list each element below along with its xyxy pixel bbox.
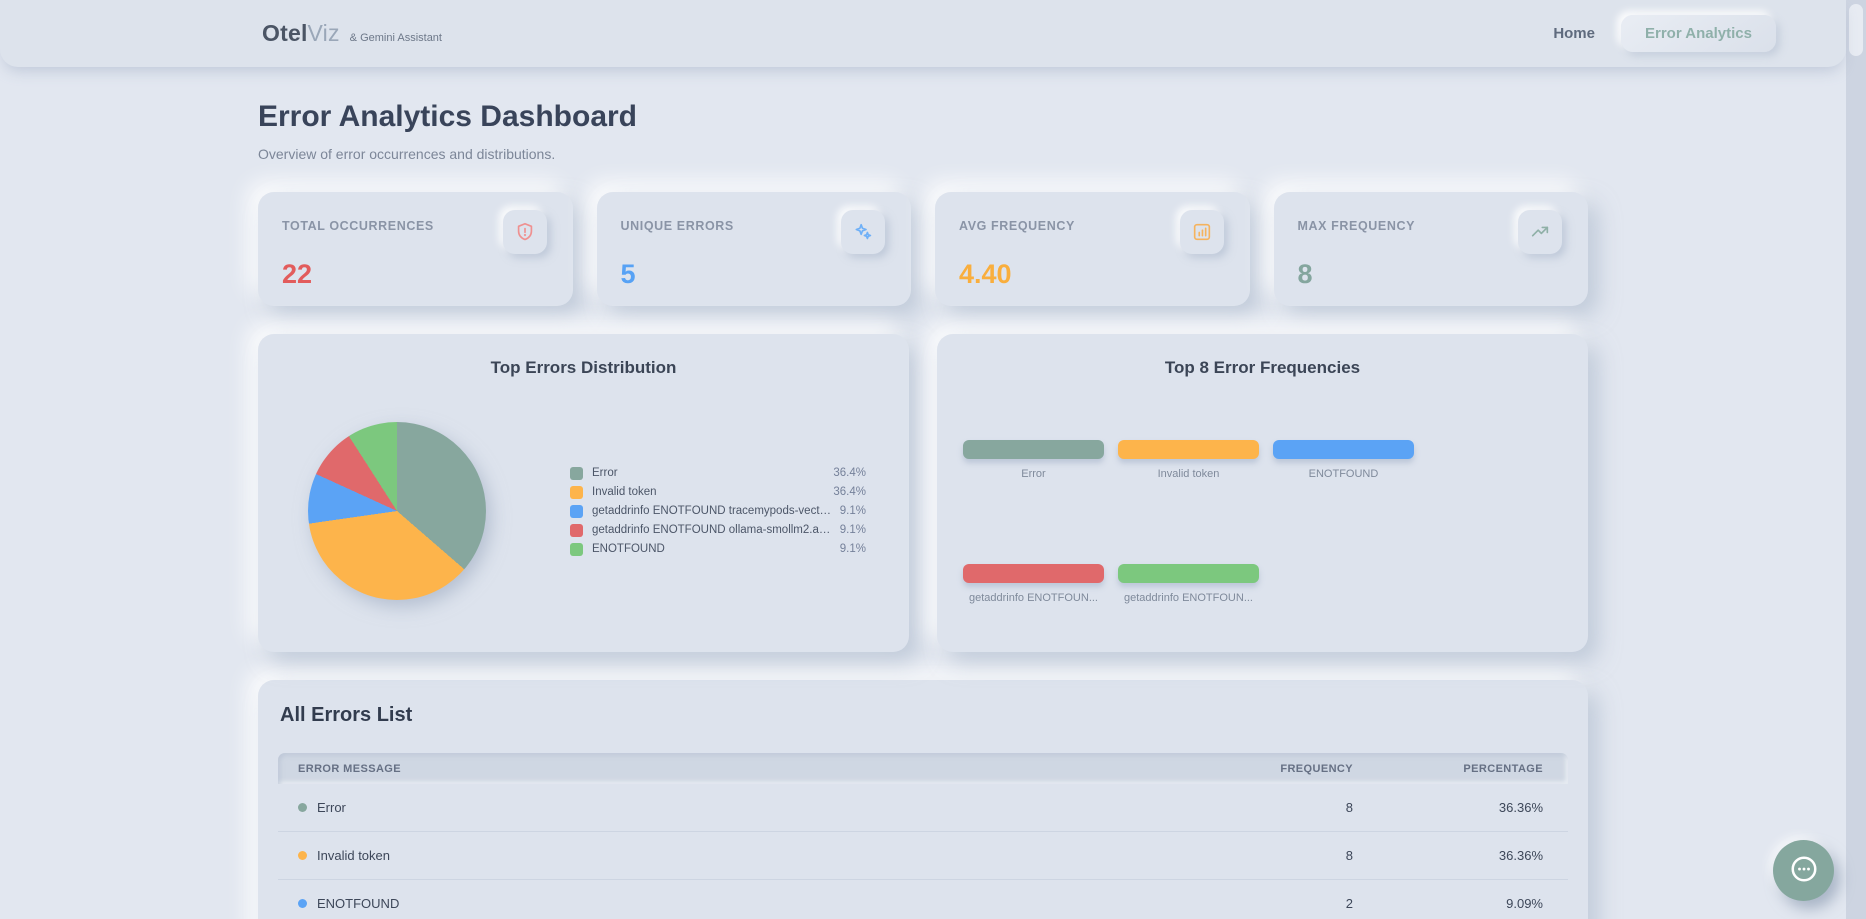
row-percentage: 36.36% [1498, 848, 1543, 863]
bar-item[interactable]: getaddrinfo ENOTFOUN... [963, 564, 1104, 680]
column-percentage: PERCENTAGE [1463, 762, 1543, 775]
stat-label: MAX FREQUENCY [1297, 219, 1416, 233]
legend-label: Error [592, 467, 618, 479]
bar-pill [1118, 440, 1259, 459]
assistant-fab-button[interactable] [1773, 840, 1834, 901]
bar-chart: Error Invalid token ENOTFOUND getaddrinf… [961, 440, 1564, 688]
row-frequency: 8 [1345, 800, 1353, 815]
legend-swatch [570, 485, 583, 499]
row-color-dot [298, 851, 307, 860]
table-header-row: ERROR MESSAGE FREQUENCY PERCENTAGE [278, 753, 1568, 784]
main-nav: Home Error Analytics [1553, 15, 1776, 52]
vertical-scrollbar-track[interactable] [1846, 0, 1866, 919]
page-title: Error Analytics Dashboard [258, 100, 637, 133]
trending-up-icon [1518, 210, 1562, 254]
all-errors-card: All Errors List ERROR MESSAGE FREQUENCY … [258, 680, 1588, 919]
stat-cards-row: TOTAL OCCURRENCES 22 UNIQUE ERRORS [258, 192, 1588, 306]
table-row: ENOTFOUND 2 9.09% [278, 880, 1568, 919]
stat-value: 4.40 [959, 259, 1012, 289]
row-color-dot [298, 899, 307, 908]
column-frequency: FREQUENCY [1280, 762, 1353, 775]
main-content: Error Analytics Dashboard Overview of er… [258, 67, 1588, 919]
bar-item[interactable]: ENOTFOUND [1273, 440, 1414, 556]
legend-label: Invalid token [592, 486, 657, 498]
bar-pill [963, 564, 1104, 583]
table-body: Error 8 36.36% Invalid token 8 36.36% EN… [278, 784, 1568, 919]
top-header: OtelViz & Gemini Assistant Home Error An… [0, 0, 1846, 67]
row-error-message: Error [317, 800, 346, 815]
legend-swatch [570, 504, 583, 518]
stat-value: 22 [282, 259, 313, 289]
table-row: Error 8 36.36% [278, 784, 1568, 832]
charts-row: Top Errors Distribution Error 36.4% Inva… [258, 334, 1588, 652]
row-percentage: 9.09% [1506, 896, 1543, 911]
legend-item[interactable]: ENOTFOUND 9.1% [570, 542, 866, 556]
stat-label: AVG FREQUENCY [959, 219, 1075, 233]
stat-card-unique-errors: UNIQUE ERRORS 5 [596, 192, 911, 306]
stat-label: UNIQUE ERRORS [620, 219, 734, 233]
table-heading: All Errors List [280, 704, 413, 726]
logo-subtitle: & Gemini Assistant [349, 32, 442, 44]
pie-chart-title: Top Errors Distribution [490, 358, 677, 377]
legend-percentage: 9.1% [839, 505, 866, 517]
legend-percentage: 36.4% [833, 486, 866, 498]
legend-item[interactable]: getaddrinfo ENOTFOUND ollama-smollm2.ai-… [570, 523, 866, 537]
bar-item[interactable]: getaddrinfo ENOTFOUN... [1118, 564, 1259, 680]
pie-chart[interactable] [308, 422, 486, 600]
bar-chart-card: Top 8 Error Frequencies Error Invalid to… [937, 334, 1588, 652]
vertical-scrollbar-thumb[interactable] [1849, 4, 1863, 56]
legend-percentage: 36.4% [833, 467, 866, 479]
legend-percentage: 9.1% [839, 543, 866, 555]
legend-item[interactable]: Invalid token 36.4% [570, 485, 866, 499]
legend-label: ENOTFOUND [592, 543, 665, 555]
row-error-message: Invalid token [317, 848, 390, 863]
stat-value: 5 [620, 259, 636, 289]
legend-label: getaddrinfo ENOTFOUND tracemypods-vecto.… [592, 505, 832, 517]
app-logo: OtelViz & Gemini Assistant [262, 20, 442, 47]
sparkles-icon [841, 210, 885, 254]
bar-pill [1118, 564, 1259, 583]
stat-card-total-occurrences: TOTAL OCCURRENCES 22 [258, 192, 573, 306]
legend-percentage: 9.1% [839, 524, 866, 536]
bar-item[interactable]: Error [963, 440, 1104, 556]
logo-text: OtelViz [262, 20, 340, 46]
stat-label: TOTAL OCCURRENCES [282, 219, 434, 233]
bar-pill [1273, 440, 1414, 459]
legend-swatch [570, 523, 583, 537]
bar-label: Error [1021, 468, 1046, 480]
pie-legend: Error 36.4% Invalid token 36.4% getaddri… [570, 466, 866, 556]
bar-label: ENOTFOUND [1308, 468, 1379, 480]
page-subtitle: Overview of error occurrences and distri… [258, 146, 556, 162]
bar-chart-icon [1179, 210, 1224, 254]
stat-card-avg-frequency: AVG FREQUENCY 4.40 [935, 192, 1250, 306]
row-error-message: ENOTFOUND [317, 896, 400, 911]
stat-card-max-frequency: MAX FREQUENCY 8 [1273, 192, 1588, 306]
shield-alert-icon [502, 210, 547, 254]
bar-pill [963, 440, 1104, 459]
stat-value: 8 [1297, 259, 1313, 289]
chat-ellipsis-icon [1789, 854, 1819, 887]
bar-label: getaddrinfo ENOTFOUN... [969, 592, 1098, 604]
column-error-message: ERROR MESSAGE [298, 762, 401, 775]
nav-error-analytics[interactable]: Error Analytics [1621, 15, 1776, 52]
table-row: Invalid token 8 36.36% [278, 832, 1568, 880]
bar-label: Invalid token [1157, 468, 1220, 480]
legend-label: getaddrinfo ENOTFOUND ollama-smollm2.ai-… [592, 524, 832, 536]
legend-item[interactable]: Error 36.4% [570, 466, 866, 480]
row-frequency: 2 [1345, 896, 1353, 911]
row-percentage: 36.36% [1498, 800, 1543, 815]
bar-item[interactable]: Invalid token [1118, 440, 1259, 556]
legend-swatch [570, 466, 583, 480]
bar-label: getaddrinfo ENOTFOUN... [1124, 592, 1253, 604]
pie-chart-card: Top Errors Distribution Error 36.4% Inva… [258, 334, 909, 652]
row-color-dot [298, 803, 307, 812]
legend-item[interactable]: getaddrinfo ENOTFOUND tracemypods-vecto.… [570, 504, 866, 518]
legend-swatch [570, 542, 583, 556]
nav-home[interactable]: Home [1553, 25, 1595, 42]
bar-chart-title: Top 8 Error Frequencies [1164, 358, 1361, 377]
row-frequency: 8 [1345, 848, 1353, 863]
